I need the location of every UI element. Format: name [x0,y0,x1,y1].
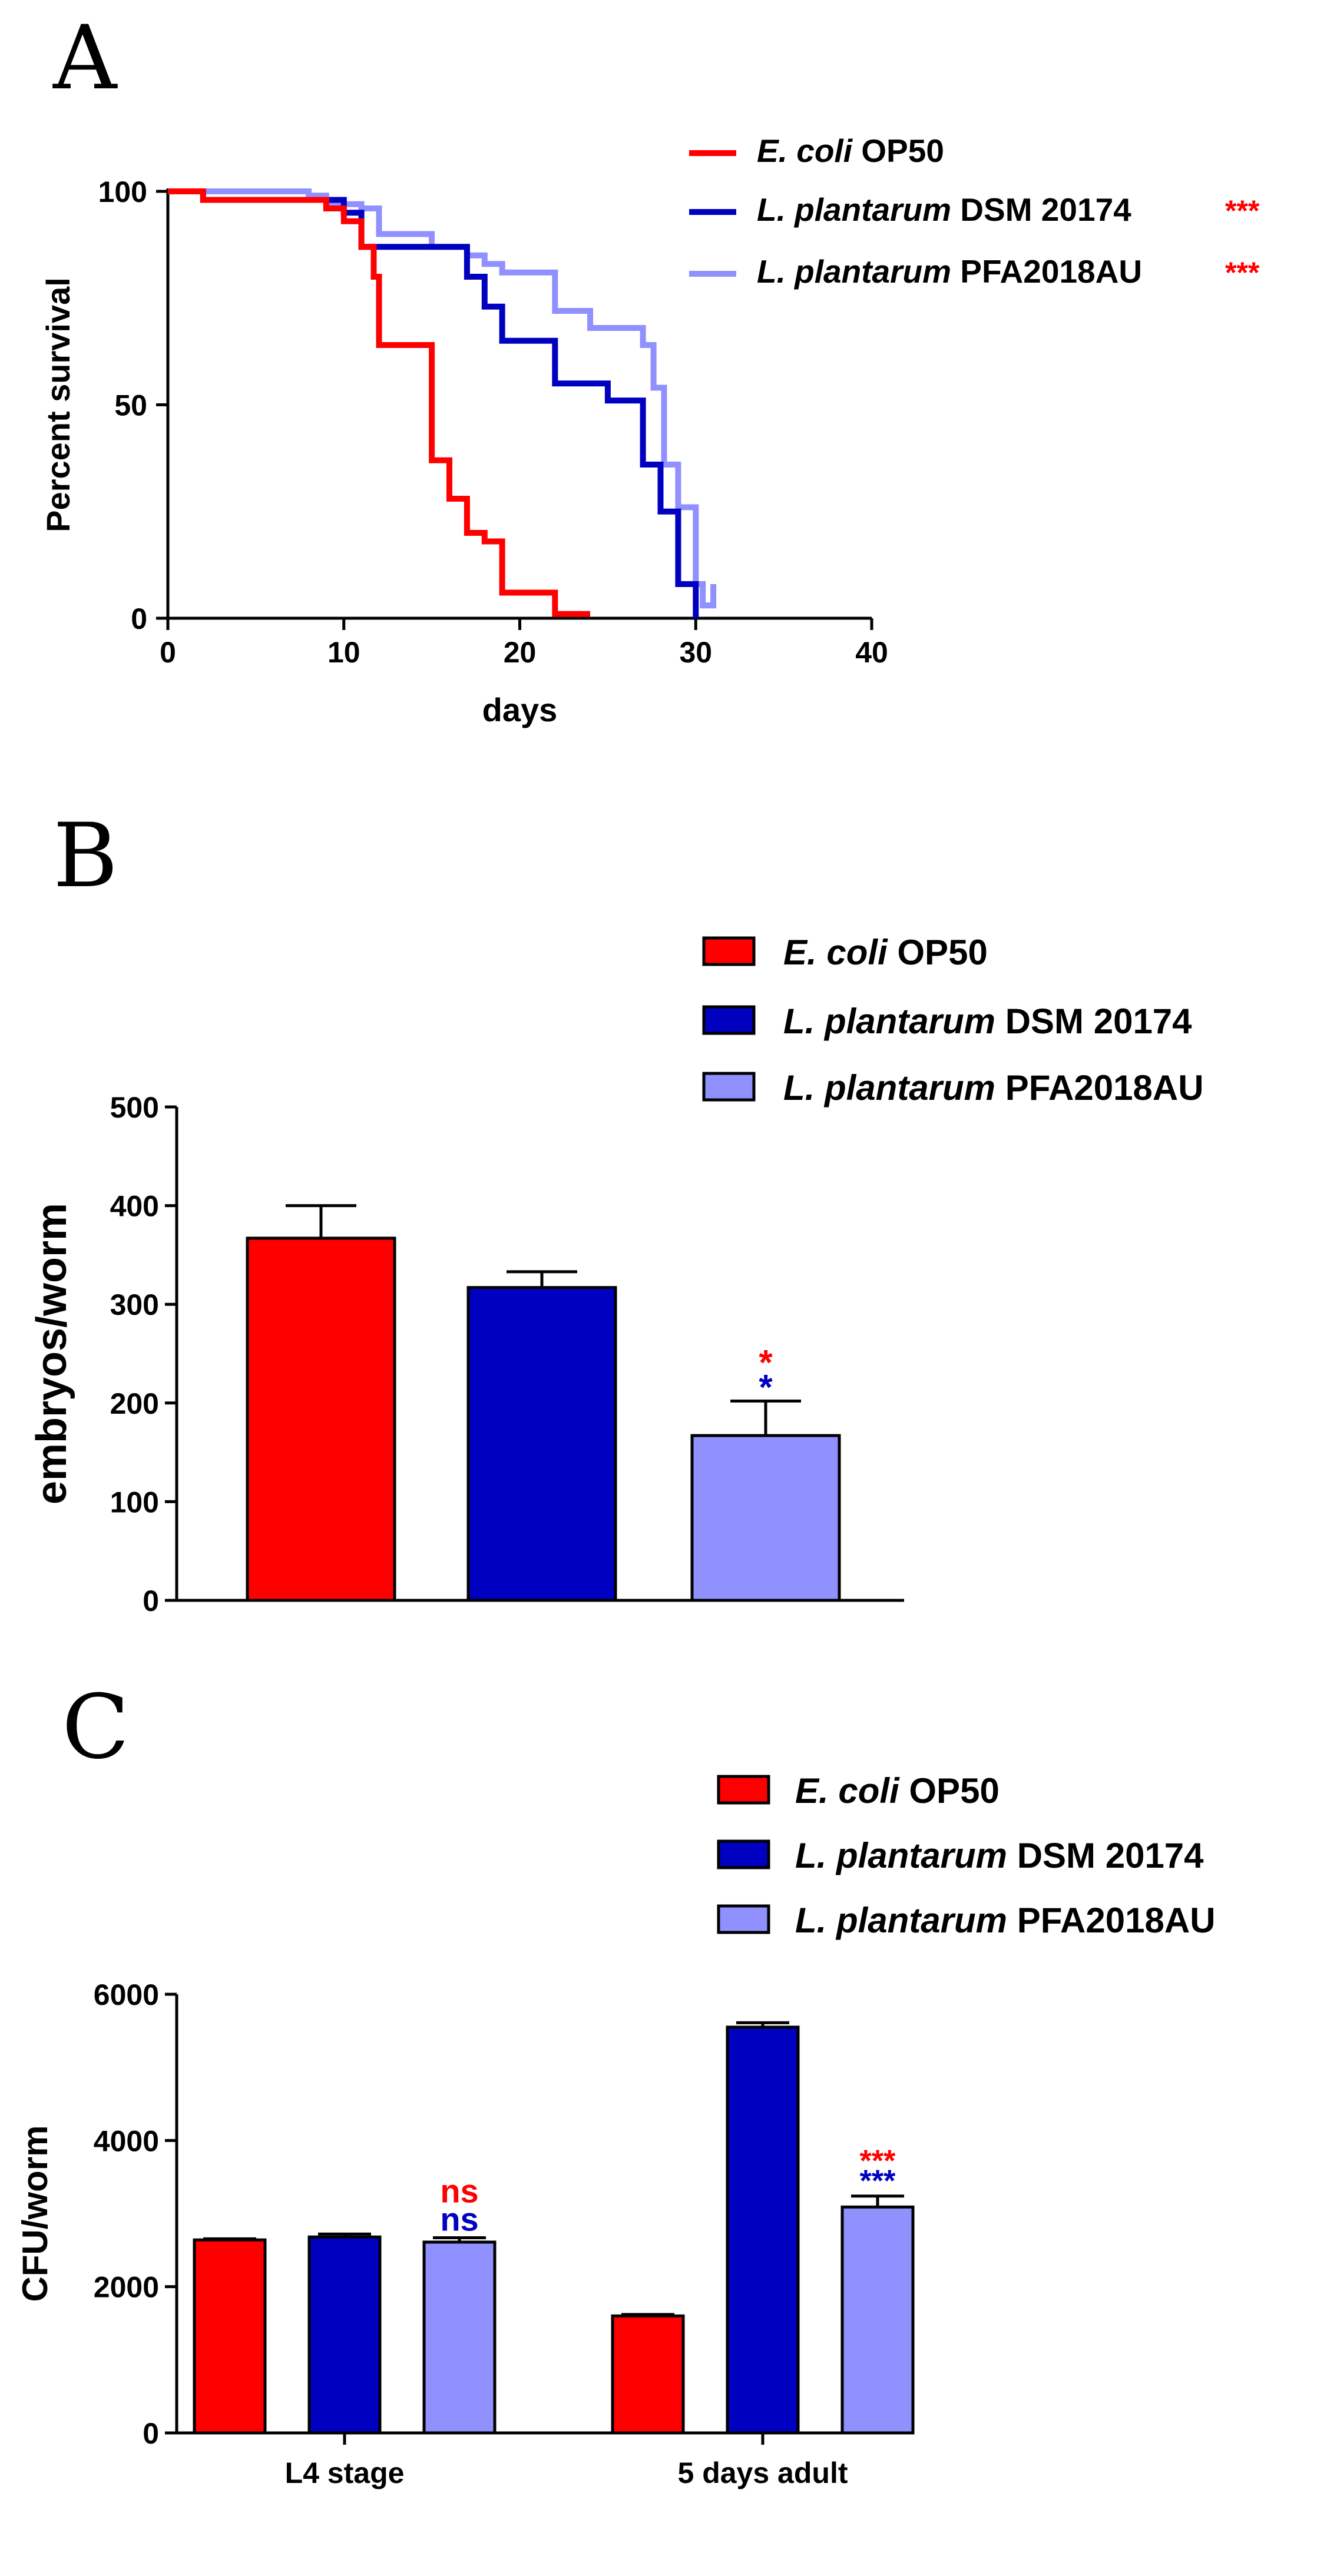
x-tick-label: 30 [679,636,712,669]
significance-vs-ecoli: * [759,1342,773,1382]
bar-pfa [422,2240,497,2435]
bar-ecoli [246,1236,396,1602]
bar-ecoli [611,2314,685,2435]
y-tick-label: 2000 [94,2271,159,2304]
panel-c-letter: C [62,1676,130,1779]
y-axis-title: Percent survival [39,277,77,532]
x-axis-title: days [482,691,558,728]
y-tick-label: 400 [110,1190,159,1223]
legend-label-dsm: L. plantarum DSM 20174 [795,1836,1204,1875]
bar-pfa [690,1434,841,1602]
embryos-chart: 0 100 200 300 400 500 embryos/worm ** E. coli OP… [28,933,1204,1617]
legend-significance-dsm: *** [1225,194,1260,227]
y-tick-label: 6000 [94,1978,159,2011]
significance-vs-dsm: ns [440,2200,478,2237]
x-tick-label: 0 [160,636,176,669]
significance-vs-dsm: *** [860,2164,896,2199]
legend-swatch-pfa [702,1072,756,1102]
legend-label-ecoli: E. coli OP50 [795,1771,1000,1811]
bar-dsm [466,1286,617,1602]
legend-label-dsm: L. plantarum DSM 20174 [757,191,1131,228]
survival-line-pfa [168,188,717,609]
legend-swatch-dsm [702,1005,756,1035]
survival-line-ecoli [168,188,590,617]
legend-label-ecoli: E. coli OP50 [783,933,988,972]
y-tick-label: 0 [131,602,147,635]
bar-dsm [726,2025,800,2435]
legend-label-pfa: L. plantarum PFA2018AU [783,1068,1204,1108]
y-axis-title: embryos/worm [28,1203,75,1504]
legend-label-pfa: L. plantarum PFA2018AU [757,253,1142,290]
panel-b-letter: B [53,805,118,907]
y-tick-label: 300 [110,1288,159,1321]
x-tick-label: 20 [504,636,537,669]
significance-vs-dsm: * [759,1367,773,1407]
legend-label-pfa: L. plantarum PFA2018AU [795,1901,1216,1940]
y-tick-label: 200 [110,1387,159,1420]
significance-vs-ecoli: ns [440,2172,478,2209]
x-tick-label: 10 [327,636,360,669]
legend-swatch-ecoli [702,936,756,966]
x-category-label: 5 days adult [678,2456,848,2489]
legend-swatch-pfa [717,1904,770,1934]
y-tick-label: 0 [143,1584,159,1617]
legend-significance-pfa: *** [1225,256,1260,289]
bar-pfa [840,2205,915,2435]
panel-a-letter: A [52,7,118,110]
x-tick-label: 40 [855,636,888,669]
x-category-label: L4 stage [285,2456,405,2489]
bar-dsm [307,2235,382,2435]
legend-swatch-ecoli [717,1775,770,1805]
legend-swatch-dsm [717,1839,770,1869]
y-tick-label: 100 [110,1486,159,1519]
y-tick-label: 100 [98,175,147,208]
legend-label-ecoli: E. coli OP50 [757,132,944,169]
significance-vs-ecoli: *** [860,2144,896,2179]
y-tick-label: 500 [110,1091,159,1124]
legend-label-dsm: L. plantarum DSM 20174 [783,1002,1192,1041]
y-tick-label: 0 [143,2417,159,2450]
bar-ecoli [193,2238,267,2435]
y-tick-label: 50 [114,389,147,422]
y-tick-label: 4000 [94,2124,159,2157]
survival-chart: 0 10 20 30 40 0 50 100 days Percent survival E. co… [39,132,1260,728]
y-axis-title: CFU/worm [15,2126,55,2302]
